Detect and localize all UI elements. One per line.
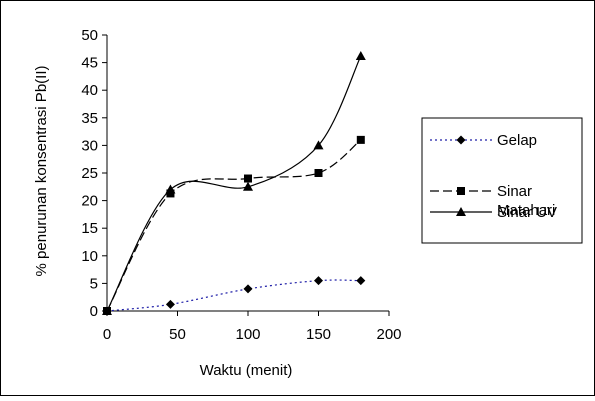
legend-marker-sinar-matahari [457, 187, 465, 195]
data-point-gelap [314, 276, 323, 286]
y-tick-label: 25 [81, 165, 98, 182]
series-line-sinar-matahari [106, 139, 362, 312]
data-point-sinar-uv [102, 306, 112, 315]
x-tick-label: 200 [376, 326, 401, 343]
legend-label-gelap: Gelap [497, 132, 537, 149]
data-point-sinar-uv [355, 50, 366, 60]
legend-marker-gelap [456, 135, 466, 145]
y-tick-label: 40 [81, 82, 98, 99]
y-tick-label: 30 [81, 137, 98, 154]
y-tick-label: 35 [81, 110, 98, 127]
data-point-gelap [165, 299, 175, 309]
x-tick-label: 50 [169, 326, 186, 343]
x-tick-label: 100 [235, 326, 260, 343]
legend-marker-sinar-uv [456, 207, 466, 216]
y-axis-label: % penurunan konsentrasi Pb(II) [33, 66, 50, 277]
x-tick-label: 150 [306, 326, 331, 343]
data-point-sinar-uv [243, 181, 253, 191]
y-tick-label: 20 [81, 193, 98, 210]
data-point-gelap [356, 276, 366, 286]
y-tick-label: 50 [81, 27, 98, 44]
data-point-sinar-matahari [244, 174, 252, 183]
data-point-sinar-matahari [356, 135, 365, 144]
x-tick-label: 0 [103, 326, 111, 343]
data-point-sinar-uv [165, 184, 176, 194]
data-point-sinar-matahari [314, 169, 323, 177]
y-tick-label: 15 [81, 220, 98, 237]
legend-box [421, 117, 583, 244]
series-line-gelap [106, 279, 361, 312]
legend-label-sinar-uv: Sinar UV [497, 204, 557, 221]
plot-area: 0 5 10 15 20 25 30 35 40 45 50 0 50 100 150 200 [81, 27, 401, 343]
y-tick-label: 45 [81, 55, 98, 72]
y-tick-label: 5 [90, 275, 98, 292]
data-point-sinar-uv [313, 140, 324, 150]
y-tick-label: 10 [81, 248, 98, 265]
data-point-gelap [243, 284, 253, 294]
legend-label-sinar-matahari: Sinar [497, 183, 532, 200]
x-axis-label: Waktu (menit) [200, 362, 293, 379]
y-tick-label: 0 [90, 303, 98, 320]
legend-label-sinar-matahari: Matahari [497, 202, 555, 219]
